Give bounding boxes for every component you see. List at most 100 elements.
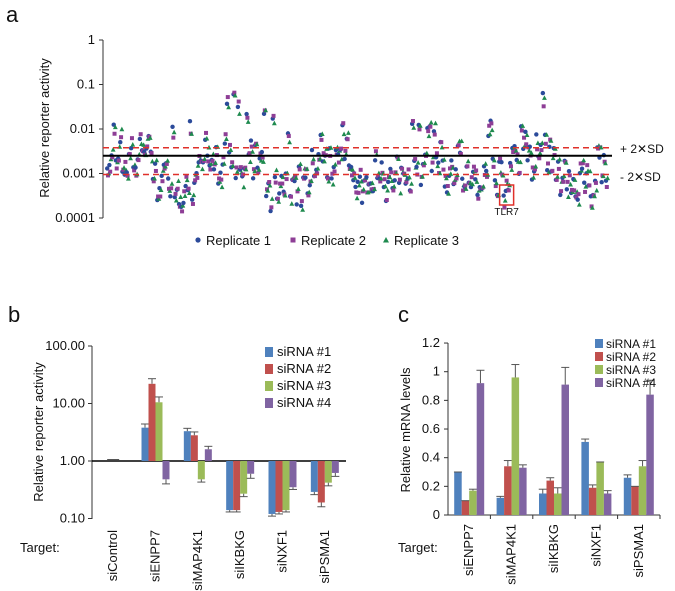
replicate-1-point [534, 132, 539, 137]
replicate-3-point [428, 119, 434, 125]
replicate-2-point [489, 121, 494, 126]
replicate-3-point [230, 163, 236, 168]
replicate-3-point [126, 175, 131, 181]
replicate-2-point [391, 188, 396, 193]
replicate-1-point [224, 101, 230, 107]
replicate-2-point [417, 127, 422, 132]
replicate-3-point [465, 158, 471, 164]
replicate-2-point [125, 173, 130, 178]
replicate-2-point [123, 159, 128, 164]
bar-siPSMA1-sirna4 [331, 461, 339, 473]
replicate-1-point [137, 136, 143, 142]
replicate-2-point [204, 130, 209, 135]
replicate-1-point [414, 164, 419, 170]
replicate-2-point [269, 205, 274, 210]
replicate-2-point [106, 173, 110, 178]
replicate-3-point [502, 198, 508, 203]
replicate-3-point [219, 184, 225, 190]
replicate-3-point [130, 141, 136, 147]
replicate-3-point [369, 180, 375, 186]
replicate-1-point [525, 158, 530, 163]
panel-b-y-tick-label: 100.00 [45, 338, 85, 353]
replicate-3-point [280, 174, 286, 180]
bar-siNXF1-sirna4 [289, 461, 297, 488]
replicate-2-point [406, 167, 411, 172]
replicate-3-point [481, 183, 486, 189]
replicate-2-point [397, 177, 402, 182]
replicate-1-point [558, 192, 563, 198]
replicate-3-point [539, 140, 545, 145]
panel-b-y-tick-label: 10.00 [52, 396, 85, 411]
replicate-1-point [105, 166, 110, 171]
replicate-2-point [580, 161, 585, 166]
replicate-3-point [383, 183, 388, 189]
replicate-3-point [433, 120, 438, 126]
bar-siNXF1-sirna4 [603, 493, 612, 515]
replicate-2-point [456, 143, 461, 148]
panel-c-legend-swatch-4 [595, 378, 603, 387]
bar-siMAP4K1-sirna2 [190, 435, 198, 461]
replicate-2-point [395, 155, 400, 160]
replicate-1-point [118, 140, 123, 145]
replicate-1-point [379, 160, 384, 165]
panel-b-category-label: siPSMA1 [317, 530, 332, 583]
replicate-2-point [378, 179, 383, 184]
replicate-3-point [204, 135, 210, 141]
replicate-3-point [378, 175, 384, 181]
replicate-3-point [176, 178, 181, 184]
replicate-3-point [311, 156, 316, 162]
replicate-1-point [261, 111, 267, 117]
bar-siIKBKG-sirna2 [233, 461, 241, 511]
replicate-2-point [110, 155, 115, 160]
replicate-1-point [579, 166, 585, 171]
replicate-1-point [392, 178, 397, 183]
replicate-2-point [539, 148, 544, 153]
replicate-3-point [583, 184, 589, 189]
replicate-2-point [339, 146, 344, 151]
replicate-2-point [326, 176, 331, 181]
replicate-2-point [190, 201, 195, 206]
replicate-2-point [565, 179, 570, 184]
panel-c-legend-swatch-2 [595, 352, 603, 361]
replicate-3-point [470, 181, 475, 187]
replicate-2-point [184, 174, 189, 179]
bar-siPSMA1-sirna1 [310, 461, 318, 492]
replicate-2-point [373, 149, 378, 154]
replicate-1-point [222, 141, 228, 146]
replicate-2-point [219, 177, 224, 182]
replicate-2-point [508, 164, 513, 169]
replicate-2-point [474, 168, 479, 173]
panel-c-legend-label-4: siRNA #4 [606, 376, 656, 390]
replicate-2-point [153, 168, 158, 173]
bar-siIKBKG-sirna3 [554, 493, 562, 515]
replicate-3-point [424, 150, 430, 156]
replicate-3-point [576, 202, 582, 207]
bar-siMAP4K1-sirna4 [204, 449, 212, 461]
replicate-3-point [550, 155, 556, 161]
replicate-3-point [426, 133, 432, 139]
replicate-3-point [526, 148, 532, 153]
replicate-2-point [171, 135, 176, 140]
panel-c-y-tick-label: 0.6 [422, 421, 440, 436]
replicate-2-point [173, 191, 178, 196]
bar-siENPP7-sirna4 [162, 461, 170, 480]
replicate-3-point [350, 167, 356, 172]
replicate-3-point [245, 119, 251, 124]
replicate-2-point [469, 175, 474, 180]
replicate-1-point [211, 167, 217, 172]
panel-a-scatter-chart: Relative reporter activity 1 0.1 0.01 0.001… [37, 32, 664, 248]
replicate-2-point [452, 181, 457, 186]
replicate-2-point [430, 160, 435, 165]
replicate-1-point [309, 147, 315, 153]
panel-c-category-label: siENPP7 [461, 524, 476, 576]
replicate-2-point [517, 170, 522, 175]
replicate-3-point [152, 175, 157, 181]
panel-c-y-tick-label: 1.2 [422, 335, 440, 350]
replicate-2-point [343, 148, 348, 153]
replicate-2-point [504, 178, 509, 183]
replicate-3-point [141, 142, 147, 147]
replicate-2-point [585, 163, 590, 168]
bar-siNXF1-sirna1 [581, 441, 589, 515]
bar-siMAP4K1-sirna1 [183, 431, 191, 461]
replicate-2-point [280, 181, 285, 186]
